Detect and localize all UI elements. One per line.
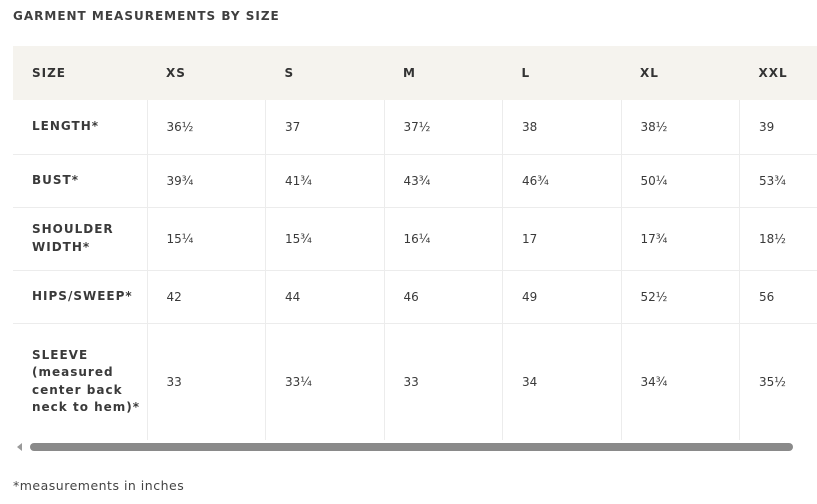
- table-cell: 42: [147, 270, 266, 324]
- table-cell: 17: [502, 207, 622, 271]
- table-row: LENGTH* 36½ 37 37½ 38 38½ 39: [13, 100, 817, 155]
- table-cell: 37: [265, 100, 385, 155]
- table-cell: 39: [739, 100, 817, 155]
- header-cell-size: SIZE: [32, 66, 67, 80]
- table-row: SLEEVE (measured center back neck to hem…: [13, 323, 817, 440]
- table-cell: 46: [384, 270, 503, 324]
- table-cell: 15¾: [265, 207, 385, 271]
- table-cell: 36½: [147, 100, 266, 155]
- table-cell: 33¼: [265, 323, 385, 440]
- table-row: BUST* 39¾ 41¾ 43¾ 46¾ 50¼ 53¾: [13, 154, 817, 208]
- size-table-container[interactable]: SIZE XS S M L XL XXL LENGTH* 36½ 37 37½ …: [13, 46, 817, 440]
- scroll-left-arrow-icon[interactable]: [17, 443, 22, 451]
- table-cell: 37½: [384, 100, 503, 155]
- table-cell: 41¾: [265, 154, 385, 208]
- header-cell-xs: XS: [166, 66, 186, 80]
- table-cell: 46¾: [502, 154, 622, 208]
- table-cell: 39¾: [147, 154, 266, 208]
- table-cell: 18½: [739, 207, 817, 271]
- table-cell: 34: [502, 323, 622, 440]
- size-table: SIZE XS S M L XL XXL LENGTH* 36½ 37 37½ …: [13, 46, 817, 440]
- row-label: BUST*: [13, 154, 148, 208]
- header-cell-xl: XL: [640, 66, 659, 80]
- footnote: *measurements in inches: [13, 478, 185, 493]
- header-cell-l: L: [521, 66, 531, 80]
- table-cell: 44: [265, 270, 385, 324]
- table-row: HIPS/SWEEP* 42 44 46 49 52½ 56: [13, 270, 817, 324]
- table-cell: 56: [739, 270, 817, 324]
- table-cell: 43¾: [384, 154, 503, 208]
- table-cell: 38½: [621, 100, 740, 155]
- row-label: LENGTH*: [13, 100, 148, 155]
- table-header-row: SIZE XS S M L XL XXL: [13, 46, 817, 100]
- table-cell: 34¾: [621, 323, 740, 440]
- horizontal-scrollbar[interactable]: [13, 440, 817, 455]
- table-cell: 52½: [621, 270, 740, 324]
- scrollbar-thumb[interactable]: [30, 443, 793, 451]
- row-label: SLEEVE (measured center back neck to hem…: [13, 323, 148, 440]
- table-cell: 33: [147, 323, 266, 440]
- page-title: GARMENT MEASUREMENTS BY SIZE: [13, 9, 280, 23]
- table-cell: 33: [384, 323, 503, 440]
- table-row: SHOULDER WIDTH* 15¼ 15¾ 16¼ 17 17¾ 18½: [13, 207, 817, 271]
- table-cell: 49: [502, 270, 622, 324]
- table-cell: 50¼: [621, 154, 740, 208]
- table-cell: 38: [502, 100, 622, 155]
- header-cell-m: M: [403, 66, 416, 80]
- header-cell-xxl: XXL: [758, 66, 788, 80]
- table-cell: 15¼: [147, 207, 266, 271]
- row-label: HIPS/SWEEP*: [13, 270, 148, 324]
- table-cell: 17¾: [621, 207, 740, 271]
- table-cell: 16¼: [384, 207, 503, 271]
- header-cell-s: S: [284, 66, 295, 80]
- row-label: SHOULDER WIDTH*: [13, 207, 148, 271]
- table-cell: 35½: [739, 323, 817, 440]
- table-cell: 53¾: [739, 154, 817, 208]
